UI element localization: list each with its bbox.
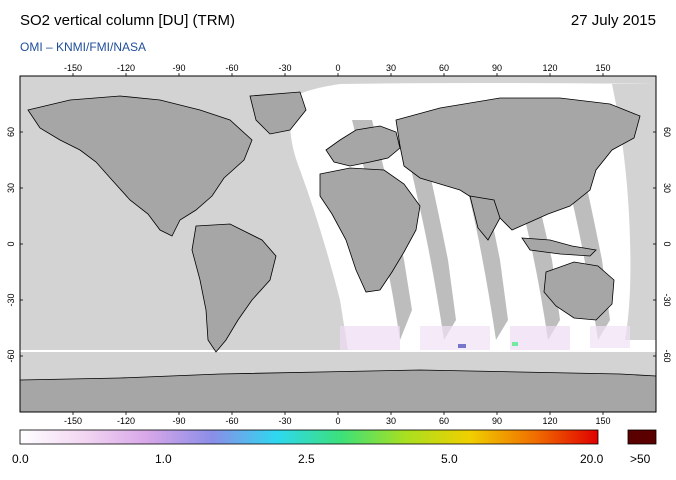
antarctica [20, 369, 656, 412]
lon-tick-label: 0 [335, 63, 340, 73]
lat-tick-label: 60 [662, 127, 672, 137]
colorbar-overflow-swatch [627, 429, 657, 445]
longitude-ticks-top: -150 -120 -90 -60 -30 0 30 60 90 120 150 [64, 63, 611, 76]
india [469, 195, 501, 241]
lon-tick-label: 60 [439, 416, 449, 426]
map-date: 27 July 2015 [570, 12, 656, 29]
lat-tick-label: -60 [662, 349, 672, 362]
lon-tick-label: 150 [595, 63, 610, 73]
south-america [191, 223, 277, 353]
no-data-region-north [20, 76, 656, 100]
lon-tick-label: -90 [172, 416, 185, 426]
lon-tick-label: 90 [492, 63, 502, 73]
orbit-gap-stripe [400, 120, 456, 340]
longitude-ticks-bottom: -150 -120 -90 -60 -30 0 30 60 90 120 150 [64, 412, 611, 426]
lat-tick-label: 60 [6, 127, 16, 137]
lat-tick-label: -30 [6, 293, 16, 306]
latitude-ticks-left: 60 30 0 -30 -60 [6, 127, 23, 363]
lon-tick-label: -150 [64, 63, 82, 73]
greenland [249, 91, 307, 135]
north-america [27, 95, 253, 237]
lat-tick-label: 30 [6, 183, 16, 193]
lon-tick-label: -60 [225, 416, 238, 426]
no-data-region-east [612, 84, 656, 340]
africa [319, 167, 421, 293]
latitude-ticks-right: 60 30 0 -30 -60 [653, 127, 672, 363]
lon-tick-label: 150 [595, 416, 610, 426]
lat-tick-label: 0 [6, 241, 16, 246]
lat-tick-label: -60 [6, 349, 16, 362]
so2-retrieval-noise [340, 326, 630, 350]
colorbar [19, 429, 599, 445]
lat-tick-label: -30 [662, 293, 672, 306]
lon-tick-label: -30 [278, 63, 291, 73]
colorbar-label: 2.5 [298, 452, 315, 466]
lon-tick-label: 30 [386, 63, 396, 73]
colorbar-label: 1.0 [155, 452, 172, 466]
lon-tick-label: 0 [335, 416, 340, 426]
lat-tick-label: 0 [662, 241, 672, 246]
asia [395, 97, 641, 231]
lon-tick-label: -150 [64, 416, 82, 426]
land-masses [20, 91, 656, 412]
lon-tick-label: -120 [117, 63, 135, 73]
lon-tick-label: -120 [117, 416, 135, 426]
lon-tick-label: 30 [386, 416, 396, 426]
colorbar-overflow-label: >50 [630, 452, 651, 466]
lon-tick-label: -60 [225, 63, 238, 73]
map-title: SO2 vertical column [DU] (TRM) [20, 12, 236, 29]
lon-tick-label: -90 [172, 63, 185, 73]
lon-tick-label: -30 [278, 416, 291, 426]
colorbar-label: 5.0 [441, 452, 458, 466]
data-source: OMI – KNMI/FMI/NASA [20, 40, 147, 54]
indonesia [521, 237, 597, 257]
lon-tick-label: 120 [542, 416, 557, 426]
map-content [20, 76, 656, 412]
colorbar-label: 20.0 [580, 452, 604, 466]
lon-tick-label: 90 [492, 416, 502, 426]
colorbar-label: 0.0 [12, 452, 29, 466]
lon-tick-label: 120 [542, 63, 557, 73]
lon-tick-label: 60 [439, 63, 449, 73]
lat-tick-label: 30 [662, 183, 672, 193]
australia [543, 261, 615, 321]
